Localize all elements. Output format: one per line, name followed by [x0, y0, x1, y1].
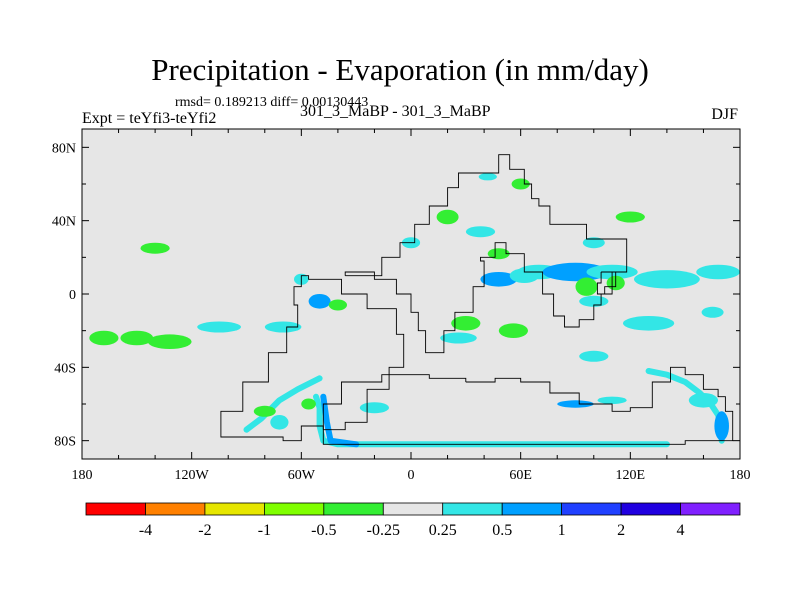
- x-tick-label-1: 120W: [175, 468, 210, 483]
- case-label: 301_3_MaBP - 301_3_MaBP: [300, 103, 491, 120]
- anomaly-patch-0: [140, 242, 170, 254]
- coastline-coast-polyline-4: [596, 271, 617, 295]
- anomaly-patch-31: [270, 415, 289, 430]
- anomaly-patch-19: [696, 264, 740, 280]
- anomaly-patch-10: [436, 209, 459, 225]
- coastline-coast-polyline: [220, 275, 405, 442]
- colorbar-label-6: 0.5: [492, 522, 512, 539]
- anomaly-patch-27: [701, 306, 724, 318]
- anomaly-patch-35: [688, 393, 719, 408]
- colorbar-label-7: 1: [558, 522, 566, 539]
- colorbar-box-8: [561, 502, 622, 516]
- anomaly-patch-40: [478, 173, 497, 181]
- anomaly-patch-4: [197, 321, 242, 333]
- stats-label: rmsd= 0.189213 diff= 0.00130443: [175, 95, 369, 110]
- anomaly-patch-36: [714, 411, 729, 441]
- colorbar-label-4: -0.25: [367, 522, 400, 539]
- colorbar-label-0: -4: [139, 522, 152, 539]
- colorbar-box-4: [323, 502, 384, 516]
- anomaly-patch-25: [440, 332, 477, 344]
- colorbar-box-3: [263, 502, 325, 516]
- x-tick-label-2: 60W: [288, 468, 316, 483]
- anomaly-patch-7: [328, 299, 347, 311]
- anomaly-patch-32: [301, 398, 316, 410]
- anomaly-patch-1: [89, 330, 119, 346]
- anomaly-patch-12: [487, 248, 510, 260]
- anomaly-patch-30: [253, 405, 276, 417]
- colorbar-box-5: [382, 502, 444, 516]
- anomaly-patch-26: [623, 316, 675, 331]
- colorbar-box-2: [204, 502, 265, 516]
- anomaly-patch-29: [359, 402, 389, 414]
- anomaly-patch-2: [120, 330, 154, 346]
- x-tick-label-5: 120E: [616, 468, 646, 483]
- colorbar-box-9: [620, 502, 681, 516]
- anomaly-patch-39: [511, 178, 530, 190]
- y-tick-label-4: 80S: [54, 435, 76, 450]
- anomaly-patch-18: [634, 270, 700, 289]
- colorbar: -4 -2 -1 -0.5 -0.25 0.25 0.5 1 2 4: [85, 502, 741, 539]
- colorbar-label-9: 4: [677, 522, 685, 539]
- anomaly-patch-5: [264, 321, 302, 333]
- anomaly-patch-24: [498, 323, 528, 339]
- colorbar-box-10: [680, 502, 741, 516]
- anomaly-patch-11: [465, 226, 496, 238]
- colorbar-box-0: [85, 502, 146, 516]
- coastline-coast-polyline-3: [322, 366, 734, 445]
- x-tick-label-3: 0: [408, 468, 415, 483]
- x-tick-label-0: 180: [72, 468, 93, 483]
- colorbar-box-6: [442, 502, 503, 516]
- coastal-band-3: [320, 393, 360, 448]
- y-tick-label-2: 0: [69, 288, 76, 303]
- coastal-band-1: [243, 375, 323, 433]
- y-tick-label-3: 40S: [54, 361, 76, 376]
- anomaly-patch-16: [542, 262, 609, 282]
- anomaly-patch-38: [582, 237, 605, 249]
- chart-title: Precipitation - Evaporation (in mm/day): [151, 52, 649, 87]
- anomaly-patch-34: [597, 396, 627, 404]
- anomaly-patch-3: [147, 334, 192, 350]
- map-plot-area: [82, 129, 740, 459]
- anomaly-patch-13: [480, 272, 517, 287]
- anomaly-patch-28: [579, 350, 609, 362]
- x-tick-label-6: 180: [730, 468, 751, 483]
- anomaly-patch-6: [308, 294, 331, 309]
- colorbar-box-7: [501, 502, 563, 516]
- coastline-coast-polyline-2: [344, 154, 628, 354]
- colorbar-label-5: 0.25: [429, 522, 457, 539]
- colorbar-label-8: 2: [617, 522, 625, 539]
- anomaly-patch-23: [451, 316, 481, 331]
- colorbar-label-2: -1: [258, 522, 271, 539]
- colorbar-label-3: -0.5: [311, 522, 336, 539]
- anomaly-patch-20: [575, 277, 598, 296]
- season-label: DJF: [711, 106, 738, 123]
- map-axes: 180 120W 60W 0 60E 120E 180 80N 40N 0 40S 80S: [52, 128, 751, 483]
- colorbar-box-1: [145, 502, 206, 516]
- x-tick-label-4: 60E: [509, 468, 532, 483]
- y-tick-label-1: 40N: [52, 215, 76, 230]
- y-tick-label-0: 80N: [52, 141, 76, 156]
- experiment-label: Expt = teYfi3-teYfi2: [82, 110, 217, 127]
- colorbar-label-1: -2: [198, 522, 211, 539]
- anomaly-patch-33: [557, 400, 594, 408]
- anomaly-patch-37: [615, 211, 645, 223]
